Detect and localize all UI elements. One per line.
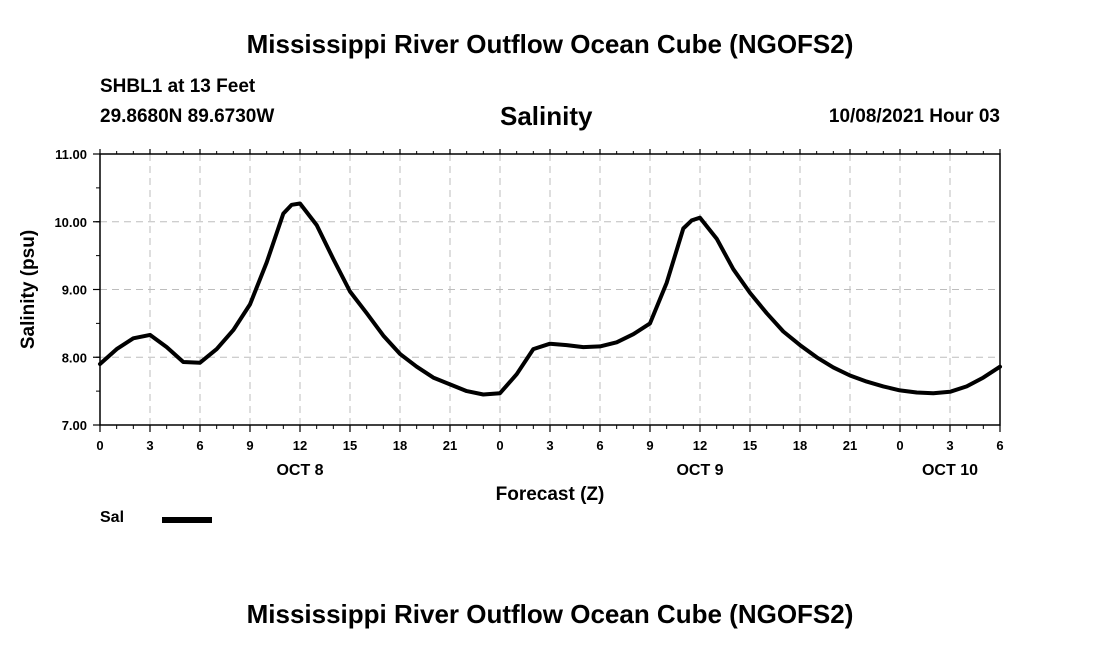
x-tick-label: 18 bbox=[793, 438, 807, 453]
series-line-sal bbox=[98, 201, 1002, 397]
x-tick-label: 15 bbox=[343, 438, 357, 453]
forecast-datetime: 10/08/2021 Hour 03 bbox=[828, 106, 1000, 127]
x-tick-label: 3 bbox=[946, 438, 953, 453]
y-tick-label: 7.00 bbox=[62, 418, 87, 433]
legend-label: Sal bbox=[100, 509, 125, 526]
y-tick-label: 10.00 bbox=[54, 215, 87, 230]
chart-title: Mississippi River Outflow Ocean Cube (NG… bbox=[246, 29, 854, 59]
x-tick-label: 21 bbox=[443, 438, 457, 453]
day-label: OCT 9 bbox=[676, 462, 723, 479]
x-tick-label: 6 bbox=[996, 438, 1003, 453]
x-tick-label: 15 bbox=[743, 438, 757, 453]
x-tick-label: 3 bbox=[546, 438, 553, 453]
coordinates-label: 29.8680N 89.6730W bbox=[100, 106, 275, 127]
footer-title: Mississippi River Outflow Ocean Cube (NG… bbox=[246, 599, 854, 629]
x-tick-label: 9 bbox=[646, 438, 653, 453]
x-tick-label: 9 bbox=[246, 438, 253, 453]
axis-ticks bbox=[93, 149, 1001, 432]
y-tick-label: 8.00 bbox=[62, 350, 87, 365]
x-tick-label: 6 bbox=[196, 438, 203, 453]
day-label: OCT 10 bbox=[922, 462, 978, 479]
x-axis-label: Forecast (Z) bbox=[496, 484, 605, 505]
x-tick-label: 6 bbox=[596, 438, 603, 453]
y-tick-label: 9.00 bbox=[62, 283, 87, 298]
day-label: OCT 8 bbox=[276, 462, 323, 479]
chart-subtitle: Salinity bbox=[500, 101, 593, 131]
x-tick-label: 0 bbox=[496, 438, 503, 453]
x-tick-label: 0 bbox=[896, 438, 903, 453]
grid bbox=[100, 154, 1000, 425]
x-tick-label: 12 bbox=[293, 438, 307, 453]
tick-labels: 7.00 8.00 9.00 10.00 11.00 0 3 6 9 12 15 18 21 0 3 6 9 12… bbox=[54, 147, 1003, 479]
legend-swatch bbox=[162, 517, 212, 523]
x-tick-label: 3 bbox=[146, 438, 153, 453]
station-label: SHBL1 at 13 Feet bbox=[100, 76, 256, 97]
x-tick-label: 12 bbox=[693, 438, 707, 453]
y-axis-label: Salinity (psu) bbox=[18, 230, 39, 349]
y-tick-label: 11.00 bbox=[55, 147, 87, 162]
x-tick-label: 21 bbox=[843, 438, 857, 453]
series-layer bbox=[98, 201, 1002, 397]
x-tick-label: 0 bbox=[96, 438, 103, 453]
x-tick-label: 18 bbox=[393, 438, 407, 453]
